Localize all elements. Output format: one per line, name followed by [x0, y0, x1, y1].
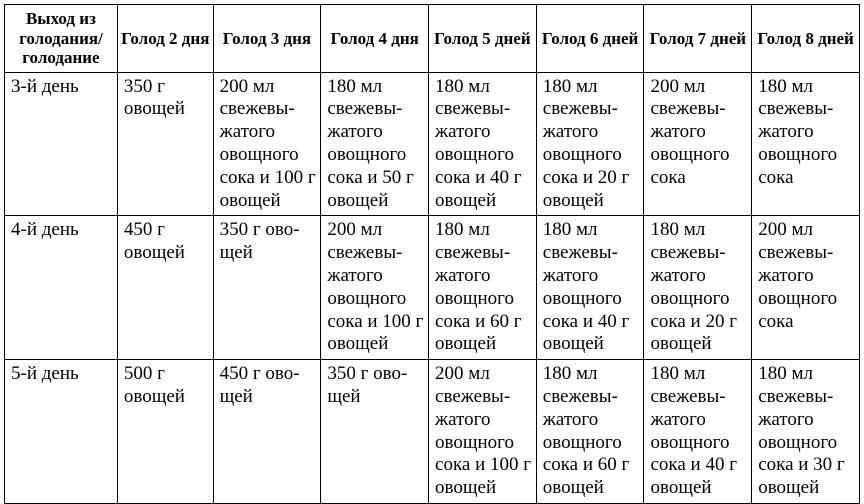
table-cell: 180 мл свежевы­жатого овощного сока и 20… — [644, 216, 752, 360]
table-cell: 180 мл свежевы­жатого овощного сока и 30… — [752, 360, 860, 504]
table-header-row: Выход из голодания/ голодание Голод 2 дн… — [5, 5, 860, 73]
table-row: 5-й день 500 г овощей 450 г ово­щей 350 … — [5, 360, 860, 504]
table-cell: 180 мл свежевы­жатого овощного сока и 40… — [536, 216, 644, 360]
table-cell: 180 мл свежевы­жатого овощного сока и 40… — [429, 72, 537, 216]
table-cell: 180 мл свежевы­жатого овощного сока и 40… — [644, 360, 752, 504]
table-cell: 450 г ово­щей — [213, 360, 321, 504]
table-cell: 350 г ово­щей — [213, 216, 321, 360]
table-cell: 180 мл свежевы­жатого овощного сока и 60… — [429, 216, 537, 360]
table-cell: 500 г овощей — [117, 360, 213, 504]
col-header: Голод 5 дней — [429, 5, 537, 73]
row-label: 5-й день — [5, 360, 118, 504]
table-cell: 200 мл свежевы­жатого овощного сока и 10… — [213, 72, 321, 216]
col-header: Голод 3 дня — [213, 5, 321, 73]
row-label: 3-й день — [5, 72, 118, 216]
fasting-exit-table: Выход из голодания/ голодание Голод 2 дн… — [4, 4, 860, 504]
table-cell: 180 мл свежевы­жатого овощного сока и 50… — [321, 72, 429, 216]
col-header: Голод 7 дней — [644, 5, 752, 73]
col-header: Голод 6 дней — [536, 5, 644, 73]
table-cell: 200 мл свежевы­жатого овощного сока и 10… — [321, 216, 429, 360]
row-label: 4-й день — [5, 216, 118, 360]
col-header: Выход из голодания/ голодание — [5, 5, 118, 73]
col-header: Голод 2 дня — [117, 5, 213, 73]
table-cell: 200 мл свежевы­жатого овощного сока — [644, 72, 752, 216]
table-cell: 180 мл свежевы­жатого овощного сока и 20… — [536, 72, 644, 216]
table-cell: 350 г овощей — [117, 72, 213, 216]
table-row: 3-й день 350 г овощей 200 мл свежевы­жат… — [5, 72, 860, 216]
table-row: 4-й день 450 г овощей 350 г ово­щей 200 … — [5, 216, 860, 360]
table-cell: 200 мл свежевы­жатого овощного сока — [752, 216, 860, 360]
table-cell: 350 г ово­щей — [321, 360, 429, 504]
table-cell: 200 мл свежевы­жатого овощного сока и 10… — [429, 360, 537, 504]
col-header: Голод 4 дня — [321, 5, 429, 73]
table-cell: 180 мл свежевы­жатого овощного сока и 60… — [536, 360, 644, 504]
col-header: Голод 8 дней — [752, 5, 860, 73]
table-cell: 450 г овощей — [117, 216, 213, 360]
table-cell: 180 мл свежевы­жатого овощного сока — [752, 72, 860, 216]
